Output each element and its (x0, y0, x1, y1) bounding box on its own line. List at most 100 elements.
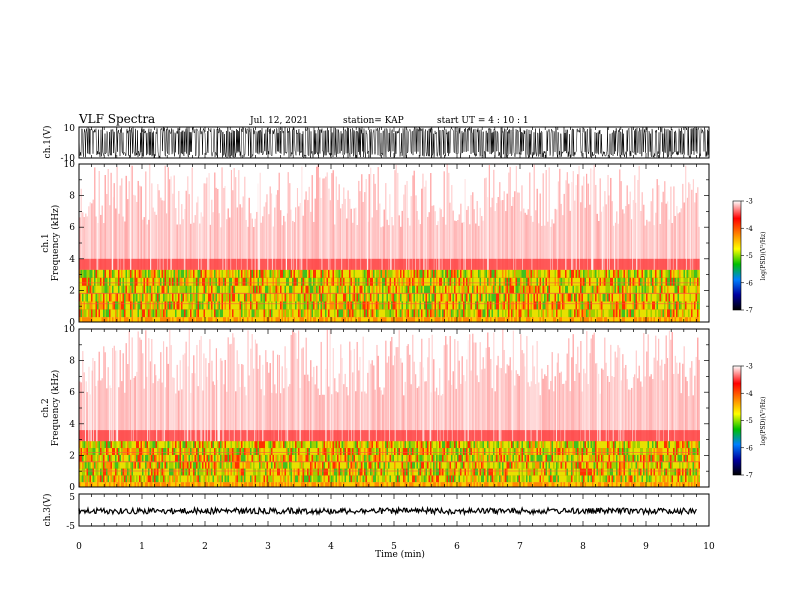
station-label: station= KAP (343, 116, 404, 126)
spectrogram-cell (179, 269, 181, 278)
spectrogram-cell (371, 309, 373, 318)
spectrogram-cell (425, 309, 427, 318)
spectrogram-cell (566, 277, 568, 286)
spectrogram-cell (479, 309, 481, 318)
spectrogram-cell (335, 317, 337, 322)
spectrogram-cell (113, 317, 115, 322)
spectrogram-cell (403, 293, 405, 302)
spectrogram-cell (311, 175, 313, 270)
spectrogram-cell (530, 309, 532, 318)
spectrogram-cell (619, 269, 621, 278)
spectrogram-cell (430, 269, 432, 278)
spectrogram-cell (88, 206, 90, 270)
spectrogram-cell (385, 301, 387, 310)
spectrogram-cell (377, 293, 379, 302)
spectrogram-cell (110, 482, 112, 487)
spectrogram-cell (341, 258, 343, 270)
spectrogram-cell (110, 454, 112, 462)
spectrogram-cell (218, 277, 220, 286)
spectrogram-cell (85, 213, 87, 270)
spectrogram-cell (181, 309, 183, 318)
spectrogram-cell (229, 217, 231, 270)
spectrogram-cell (124, 482, 126, 487)
spectrogram-cell (142, 285, 144, 294)
spectrogram-cell (155, 309, 157, 318)
spectrogram-streak (436, 164, 437, 270)
spectrogram-cell (599, 293, 601, 302)
spectrogram-cell (589, 258, 591, 270)
spectrogram-cell (520, 317, 522, 322)
spectrogram-cell (487, 309, 489, 318)
spectrogram-cell (614, 277, 616, 286)
spectrogram-cell (665, 285, 667, 294)
spectrogram-cell (551, 317, 553, 322)
spectrogram-cell (461, 293, 463, 302)
spectrogram-cell (502, 309, 504, 318)
spectrogram-cell (383, 309, 385, 318)
spectrogram-cell (196, 258, 198, 270)
spectrogram-cell (191, 277, 193, 286)
spectrogram-cell (643, 285, 645, 294)
spectrogram-cell (572, 277, 574, 286)
spectrogram-cell (188, 269, 190, 278)
spectrogram-cell (83, 317, 85, 322)
spectrogram-cell (308, 269, 310, 278)
spectrogram-cell (110, 468, 112, 476)
spectrogram-cell (644, 269, 646, 278)
spectrogram-cell (499, 258, 501, 270)
spectrogram-cell (502, 269, 504, 278)
spectrogram-cell (275, 277, 277, 286)
spectrogram-cell (455, 293, 457, 302)
spectrogram-cell (442, 285, 444, 294)
spectrogram-cell (212, 309, 214, 318)
spectrogram-cell (670, 285, 672, 294)
spectrogram-cell (290, 285, 292, 294)
spectrogram-cell (115, 293, 117, 302)
spectrogram-cell (311, 258, 313, 270)
spectrogram-cell (104, 454, 106, 462)
spectrogram-cell (160, 301, 162, 310)
spectrogram-cell (148, 285, 150, 294)
spectrogram-cell (695, 301, 697, 310)
spectrogram-cell (416, 293, 418, 302)
spectrogram-cell (167, 285, 169, 294)
spectrogram-cell (679, 285, 681, 294)
spectrogram-cell (695, 309, 697, 318)
spectrogram-cell (356, 258, 358, 270)
spectrogram-cell (319, 301, 321, 310)
spectrogram-cell (98, 351, 100, 442)
spectrogram-cell (454, 285, 456, 294)
spectrogram-cell (406, 277, 408, 286)
spectrogram-cell (584, 277, 586, 286)
spectrogram-cell (292, 258, 294, 270)
spectrogram-cell (580, 258, 582, 270)
spectrogram-cell (103, 441, 105, 449)
spectrogram-cell (563, 285, 565, 294)
spectrogram-streak (692, 164, 694, 270)
spectrogram-cell (308, 309, 310, 318)
spectrogram-cell (277, 309, 279, 318)
spectrogram-cell (488, 309, 490, 318)
spectrogram-cell (415, 317, 417, 322)
spectrogram-cell (595, 285, 597, 294)
spectrogram-cell (413, 277, 415, 286)
spectrogram-cell (607, 317, 609, 322)
spectrogram-cell (484, 277, 486, 286)
spectrogram-cell (593, 301, 595, 310)
spectrogram-cell (574, 277, 576, 286)
spectrogram-cell (98, 441, 100, 449)
spectrogram-cell (401, 293, 403, 302)
spectrogram-cell (362, 309, 364, 318)
spectrogram-cell (416, 277, 418, 286)
spectrogram-cell (539, 301, 541, 310)
spectrogram-streak (566, 164, 567, 270)
spectrogram-cell (82, 482, 84, 487)
spectrogram-cell (356, 277, 358, 286)
spectrogram-cell (622, 317, 624, 322)
spectrogram-cell (425, 301, 427, 310)
spectrogram-cell (179, 301, 181, 310)
spectrogram-cell (178, 293, 180, 302)
spectrogram-cell (332, 258, 334, 270)
spectrogram-cell (262, 258, 264, 270)
spectrogram-cell (562, 285, 564, 294)
